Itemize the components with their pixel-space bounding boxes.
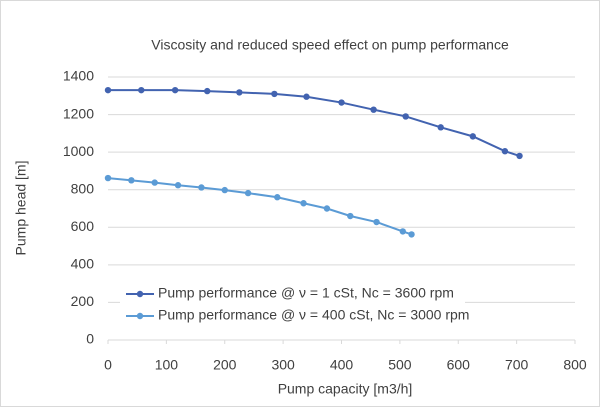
data-point [138, 86, 145, 94]
data-point [437, 124, 444, 131]
data-point [370, 106, 377, 113]
y-tick-label: 1400 [63, 68, 94, 84]
data-point [174, 182, 182, 189]
data-point [338, 99, 345, 106]
y-tick-label: 1200 [63, 105, 94, 121]
y-tick-label: 800 [71, 180, 95, 196]
x-tick-label: 300 [271, 357, 295, 373]
x-tick-label: 500 [388, 357, 412, 373]
data-point [399, 228, 406, 235]
x-tick-label: 400 [330, 357, 354, 373]
data-point [171, 86, 179, 94]
chart-title: Viscosity and reduced speed effect on pu… [151, 37, 509, 53]
legend-box [120, 280, 465, 330]
data-point [104, 86, 112, 94]
x-tick-label: 100 [155, 357, 179, 373]
data-point [128, 177, 135, 184]
x-tick-label: 600 [447, 357, 471, 373]
data-point [373, 218, 380, 226]
y-tick-label: 400 [71, 256, 95, 272]
series-line [107, 177, 412, 236]
data-point [300, 200, 307, 207]
data-point [347, 212, 354, 220]
data-point [501, 148, 509, 155]
data-point [274, 194, 281, 201]
y-tick-label: 0 [86, 331, 94, 347]
data-point [104, 174, 112, 182]
data-point [204, 87, 211, 95]
data-point [469, 133, 477, 140]
x-tick-label: 0 [104, 357, 112, 373]
data-point [323, 205, 331, 212]
data-point [151, 179, 158, 186]
data-point [236, 89, 243, 96]
x-tick-label: 200 [213, 357, 237, 373]
data-point [516, 152, 523, 160]
data-point [402, 113, 409, 120]
data-point [271, 90, 278, 98]
y-tick-label: 1000 [63, 143, 94, 159]
data-point [408, 231, 415, 238]
series-line [108, 89, 520, 157]
x-tick-label: 700 [505, 357, 529, 373]
data-point [221, 186, 228, 194]
x-tick-label: 800 [563, 357, 587, 373]
data-point [244, 189, 252, 197]
y-tick-label: 200 [71, 293, 95, 309]
y-tick-label: 600 [71, 218, 95, 234]
y-axis-label: Pump head [m] [13, 161, 29, 256]
data-point [303, 93, 310, 100]
legend-label: Pump performance @ ν = 400 cSt, Nc = 300… [158, 307, 469, 323]
legend-marker [136, 290, 144, 298]
x-axis-label: Pump capacity [m3/h] [278, 381, 413, 397]
data-point [198, 184, 205, 191]
legend-marker [136, 312, 144, 320]
legend-label: Pump performance @ ν = 1 cSt, Nc = 3600 … [158, 285, 454, 301]
